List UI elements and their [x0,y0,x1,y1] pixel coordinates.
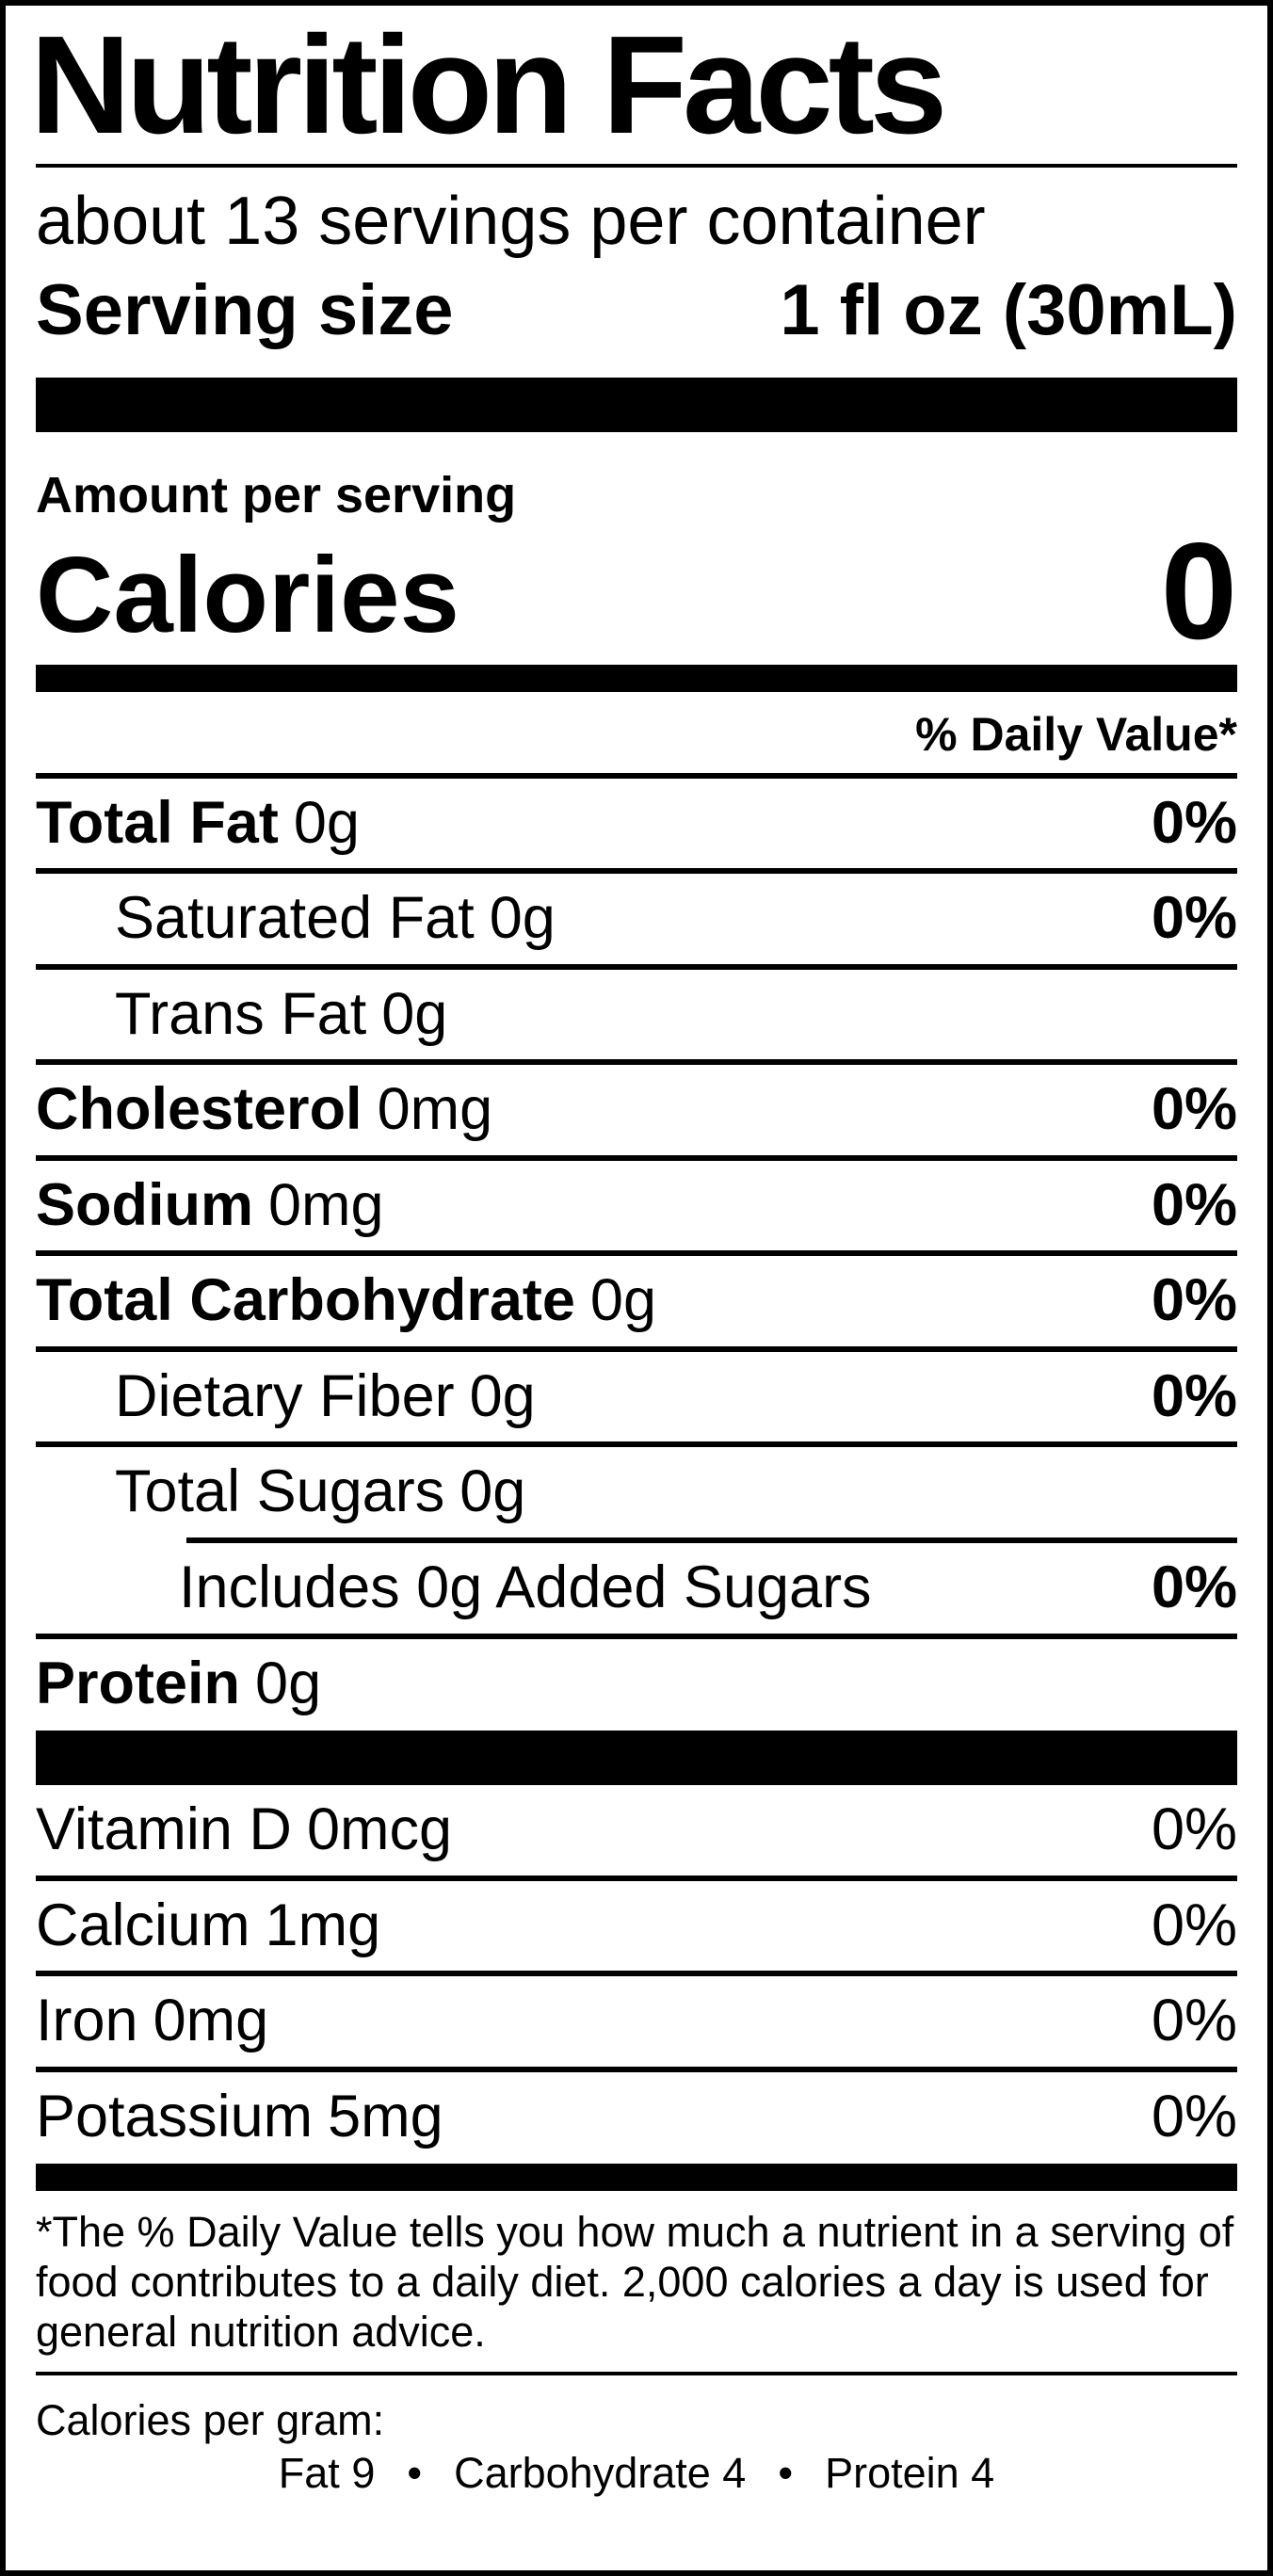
row-divider [36,1250,1237,1257]
nutrient-row-total-fat: Total Fat 0g 0% [36,779,1237,869]
nutrient-pct: 0% [1151,2083,1237,2149]
nutrient-pct: 0% [1151,1554,1237,1620]
row-divider [36,1059,1237,1066]
row-divider [36,772,1237,779]
bullet-separator: • [407,2449,423,2498]
row-divider [36,1633,1237,1639]
cpg-protein: Protein 4 [825,2449,995,2498]
section-bar-calories [36,664,1237,692]
section-bar-serving [36,377,1237,432]
nutrient-name: Potassium 5mg [36,2083,443,2149]
nutrient-row-sodium: Sodium 0mg 0% [36,1161,1237,1251]
row-divider [36,1971,1237,1977]
row-divider-indented [186,1537,1237,1543]
amount-per-serving-label: Amount per serving [36,466,517,523]
nutrient-pct: 0% [1151,1076,1237,1143]
daily-value-footnote: *The % Daily Value tells you how much a … [36,2208,1234,2356]
servings-per-container: about 13 servings per container [36,183,986,259]
row-divider [36,1441,1237,1448]
nutrient-pct: 0% [1151,1892,1237,1958]
serving-size-row: Serving size 1 fl oz (30mL) [36,269,1237,351]
row-divider [36,963,1237,970]
micronutrient-row-potassium: Potassium 5mg 0% [36,2072,1237,2163]
nutrient-row-total-sugars: Total Sugars 0g [36,1447,1237,1538]
micronutrient-row-vitamin-d: Vitamin D 0mcg 0% [36,1785,1237,1876]
micronutrient-row-calcium: Calcium 1mg 0% [36,1881,1237,1972]
nutrient-pct: 0% [1151,1171,1237,1238]
row-divider [36,868,1237,875]
nutrient-name: Total Fat 0g [36,789,360,856]
nutrient-name: Calcium 1mg [36,1892,381,1958]
nutrient-name: Trans Fat 0g [115,980,448,1047]
nutrient-row-trans-fat: Trans Fat 0g [36,970,1237,1060]
nutrient-pct: 0% [1151,1988,1237,2054]
title-divider [36,163,1237,168]
footnote-divider [36,2372,1237,2376]
cpg-fat: Fat 9 [278,2449,376,2498]
calories-row: Calories 0 [36,513,1237,668]
nutrient-pct: 0% [1151,1362,1237,1429]
calories-per-gram-values: Fat 9 • Carbohydrate 4 • Protein 4 [36,2449,1237,2498]
nutrient-name: Dietary Fiber 0g [115,1362,536,1429]
nutrient-row-total-carbohydrate: Total Carbohydrate 0g 0% [36,1256,1237,1346]
nutrient-row-dietary-fiber: Dietary Fiber 0g 0% [36,1352,1237,1442]
nutrient-pct: 0% [1151,1267,1237,1334]
nutrient-name: Total Carbohydrate 0g [36,1267,656,1334]
row-divider [36,2066,1237,2072]
section-bar-micronutrients [36,2164,1237,2192]
daily-value-header: % Daily Value* [915,707,1237,761]
nutrient-row-protein: Protein 0g [36,1639,1237,1730]
nutrient-name: Protein 0g [36,1650,322,1716]
nutrient-name: Vitamin D 0mcg [36,1796,452,1863]
nutrient-name: Saturated Fat 0g [115,885,556,952]
bullet-separator: • [778,2449,794,2498]
nutrient-name: Cholesterol 0mg [36,1076,493,1143]
serving-size-value: 1 fl oz (30mL) [780,269,1237,350]
calories-per-gram-label: Calories per gram: [36,2396,385,2445]
cpg-carbohydrate: Carbohydrate 4 [454,2449,747,2498]
calories-value: 0 [1160,513,1237,668]
nutrient-name: Iron 0mg [36,1988,269,2054]
section-bar-protein [36,1731,1237,1786]
row-divider [36,1875,1237,1881]
nutrient-pct: 0% [1151,789,1237,856]
calories-label: Calories [36,535,459,655]
nutrient-row-cholesterol: Cholesterol 0mg 0% [36,1065,1237,1155]
nutrient-pct: 0% [1151,1796,1237,1863]
nutrient-name: Includes 0g Added Sugars [179,1554,872,1620]
nutrient-row-saturated-fat: Saturated Fat 0g 0% [36,874,1237,964]
row-divider [36,1345,1237,1352]
nutrient-pct: 0% [1151,885,1237,952]
label-title: Nutrition Facts [30,8,947,163]
micronutrient-row-iron: Iron 0mg 0% [36,1976,1237,2067]
serving-size-label: Serving size [36,269,454,350]
nutrient-row-added-sugars: Includes 0g Added Sugars 0% [36,1543,1237,1634]
row-divider [36,1154,1237,1161]
nutrient-name: Total Sugars 0g [115,1458,526,1525]
nutrient-name: Sodium 0mg [36,1171,384,1238]
